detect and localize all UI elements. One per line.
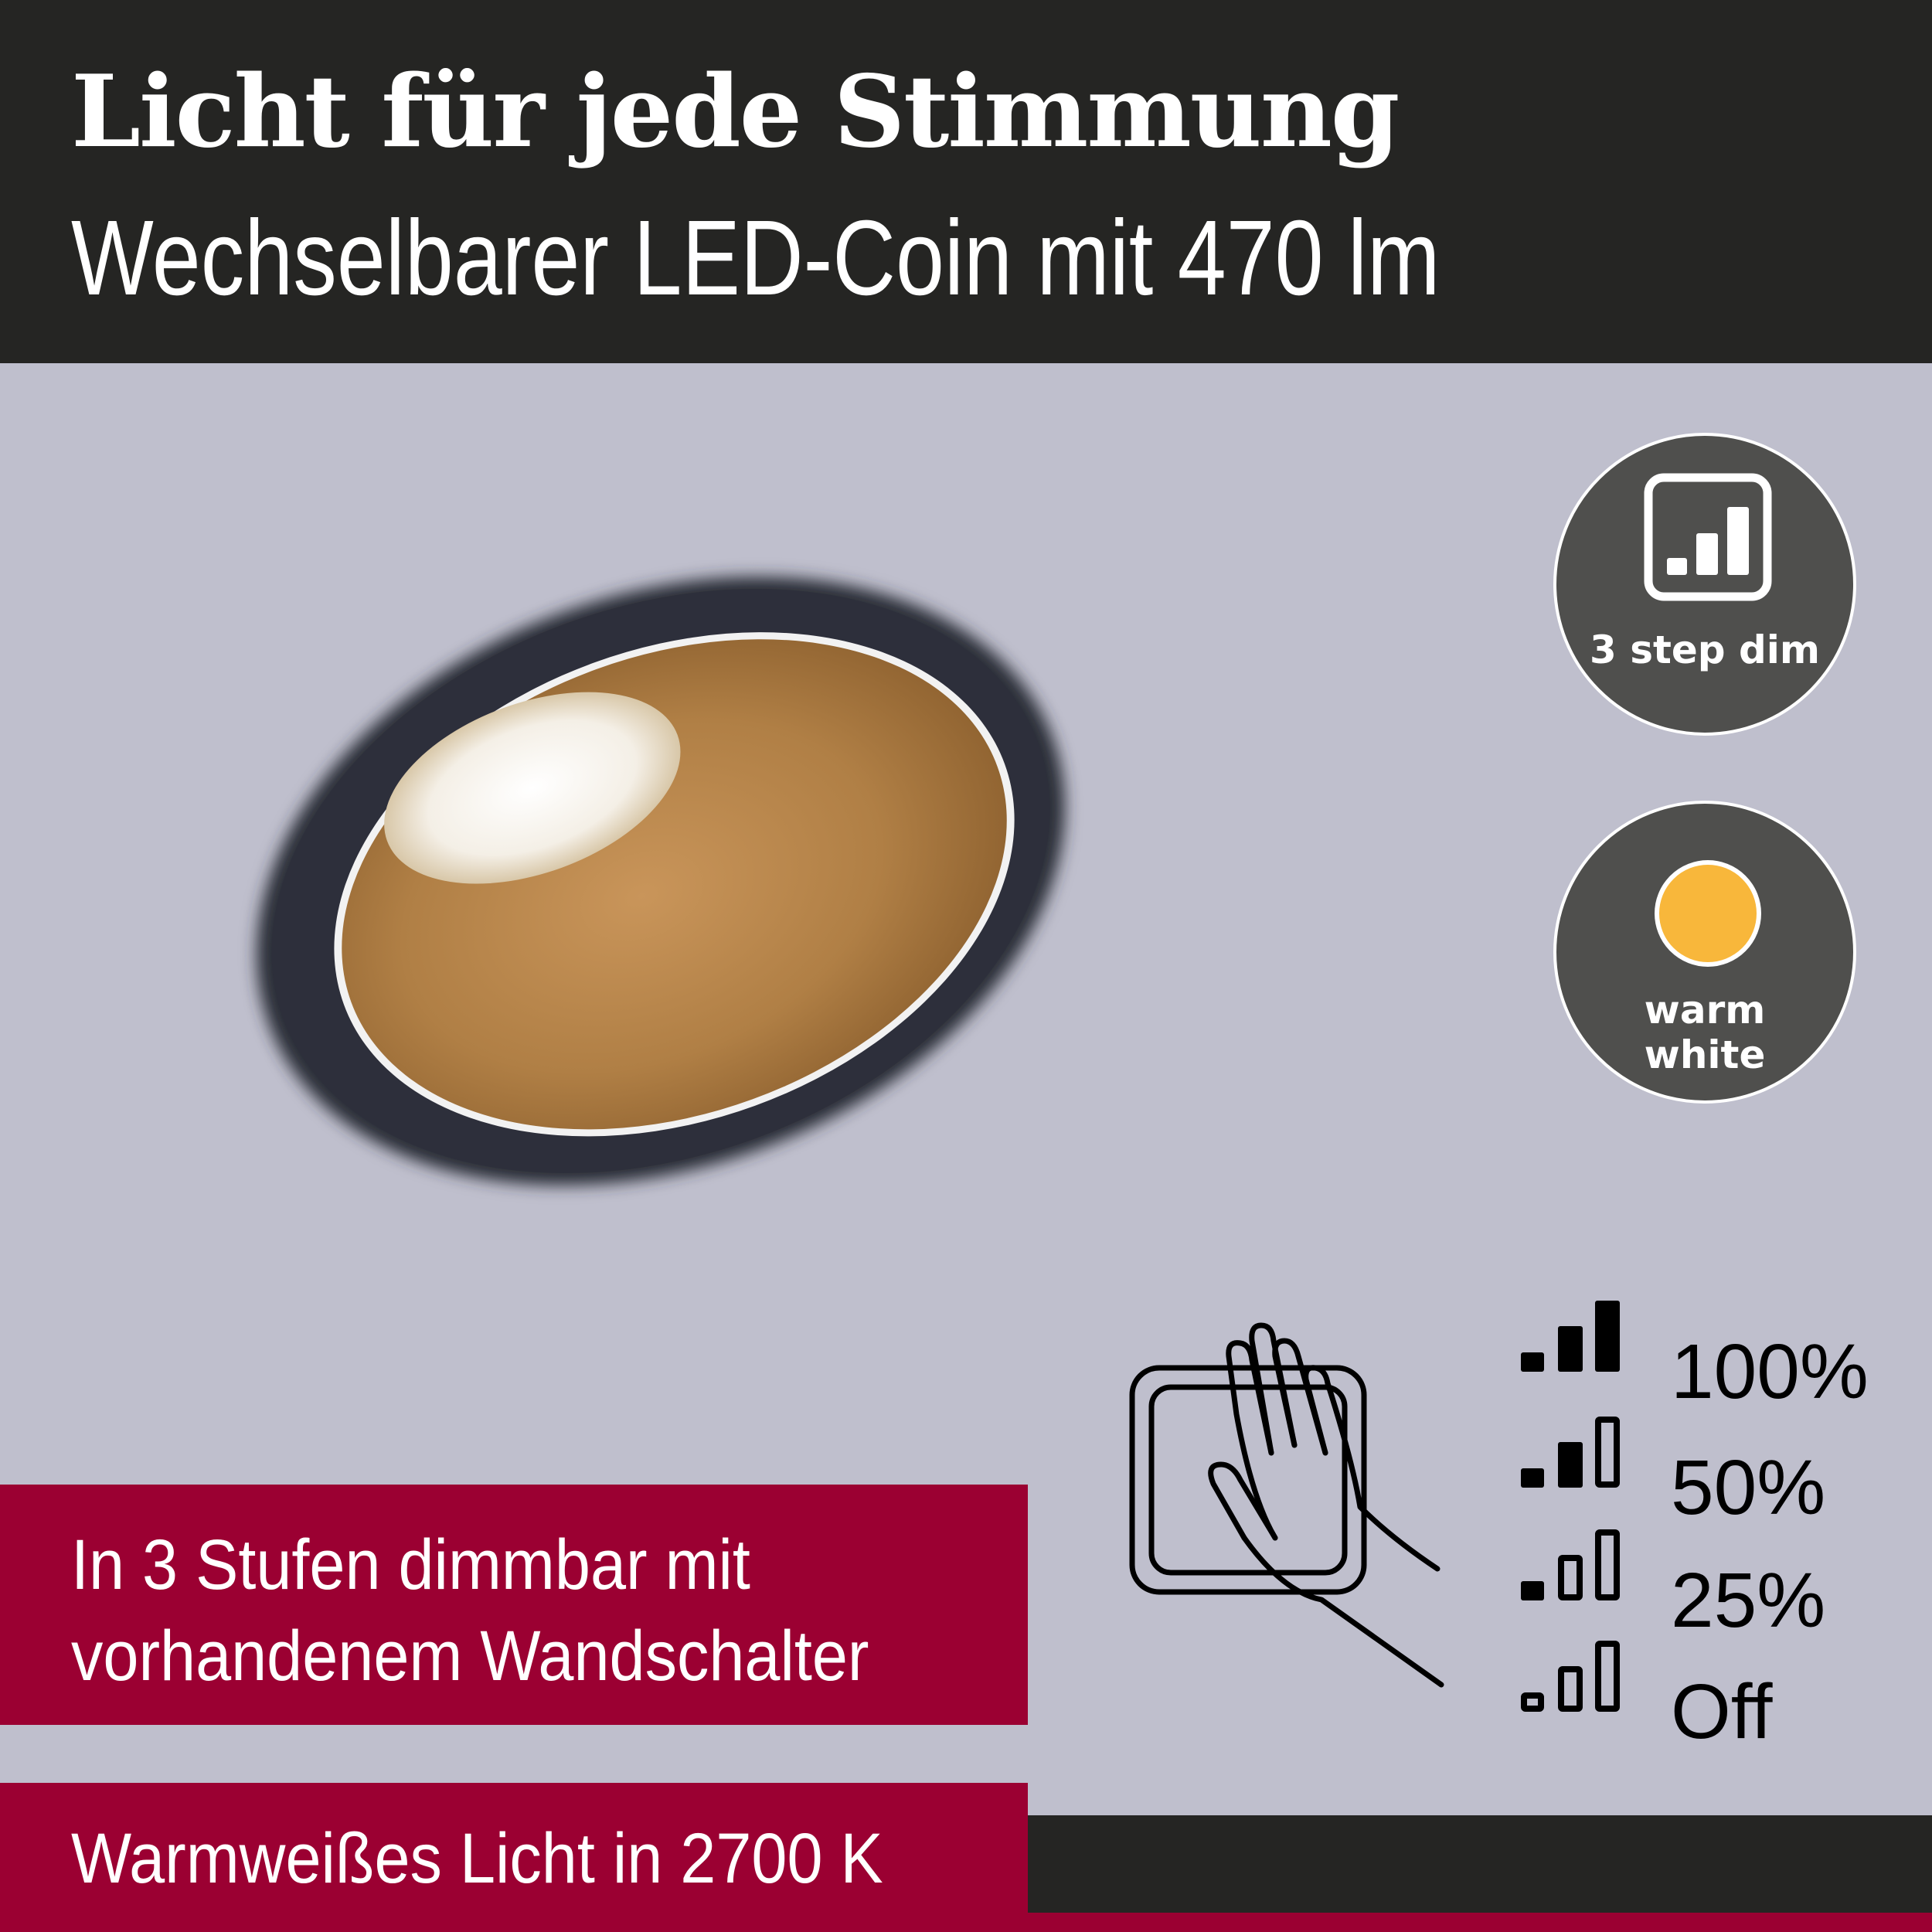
level-label: Off	[1671, 1668, 1773, 1755]
dimmer-bars-icon	[1644, 473, 1772, 601]
badge-label-line2: white	[1644, 1032, 1766, 1077]
footer-dark-bar	[1028, 1815, 1932, 1913]
recessed-spotlight-image	[257, 577, 1065, 1185]
page-subtitle: Wechselbarer LED-Coin mit 470 lm	[71, 199, 1440, 318]
dimming-info-line2: vorhandenem Wandschalter	[71, 1617, 869, 1696]
level-label: 25%	[1671, 1557, 1826, 1644]
page-title: Licht für jede Stimmung	[71, 54, 1400, 170]
color-temperature-box: Warmweißes Licht in 2700 K	[0, 1783, 1028, 1932]
hand-pressing-switch-icon	[1129, 1322, 1444, 1688]
dimming-info-line1: In 3 Stufen dimmbar mit	[71, 1526, 750, 1604]
badge-warm-white: warm white	[1553, 801, 1856, 1104]
header-bar: Licht für jede Stimmung Wechselbarer LED…	[0, 0, 1932, 363]
level-100: 100%	[1515, 1298, 1901, 1415]
level-bars-0-filled-icon	[1521, 1641, 1620, 1712]
warm-light-dot-icon	[1655, 860, 1761, 967]
level-off: Off	[1515, 1638, 1901, 1755]
level-25: 25%	[1515, 1527, 1901, 1644]
level-bars-2-filled-icon	[1521, 1417, 1620, 1488]
level-label: 100%	[1671, 1328, 1869, 1415]
level-50: 50%	[1515, 1414, 1901, 1531]
level-label: 50%	[1671, 1444, 1826, 1531]
level-bars-1-filled-icon	[1521, 1529, 1620, 1600]
badge-label-line1: warm	[1644, 988, 1766, 1032]
color-temperature-text: Warmweißes Licht in 2700 K	[71, 1819, 883, 1898]
dimming-info-box: In 3 Stufen dimmbar mit vorhandenem Wand…	[0, 1485, 1028, 1725]
badge-label: 3 step dim	[1590, 628, 1820, 672]
badge-3-step-dim: 3 step dim	[1553, 433, 1856, 736]
level-bars-3-filled-icon	[1521, 1301, 1620, 1372]
